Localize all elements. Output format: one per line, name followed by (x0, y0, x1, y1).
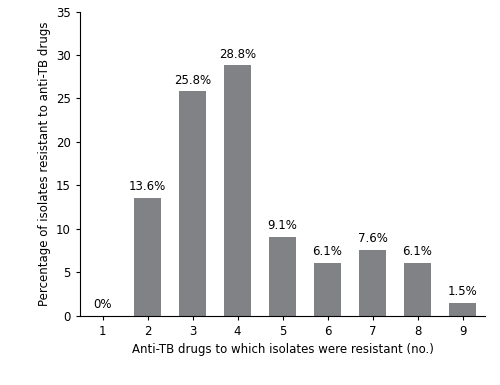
X-axis label: Anti-TB drugs to which isolates were resistant (no.): Anti-TB drugs to which isolates were res… (132, 343, 434, 356)
Text: 28.8%: 28.8% (219, 48, 256, 61)
Bar (134, 198, 161, 316)
Text: 6.1%: 6.1% (402, 245, 432, 258)
Text: 25.8%: 25.8% (174, 74, 211, 87)
Text: 6.1%: 6.1% (312, 245, 342, 258)
Bar (179, 92, 206, 316)
Text: 0%: 0% (93, 298, 112, 311)
Bar (404, 263, 431, 316)
Bar (359, 249, 386, 316)
Bar (269, 237, 296, 316)
Bar (449, 303, 476, 316)
Text: 1.5%: 1.5% (448, 285, 478, 298)
Text: 9.1%: 9.1% (268, 219, 298, 232)
Text: 7.6%: 7.6% (358, 232, 388, 245)
Y-axis label: Percentage of isolates resistant to anti-TB drugs: Percentage of isolates resistant to anti… (38, 22, 51, 306)
Bar (314, 263, 341, 316)
Bar (224, 65, 251, 316)
Text: 13.6%: 13.6% (129, 180, 166, 193)
